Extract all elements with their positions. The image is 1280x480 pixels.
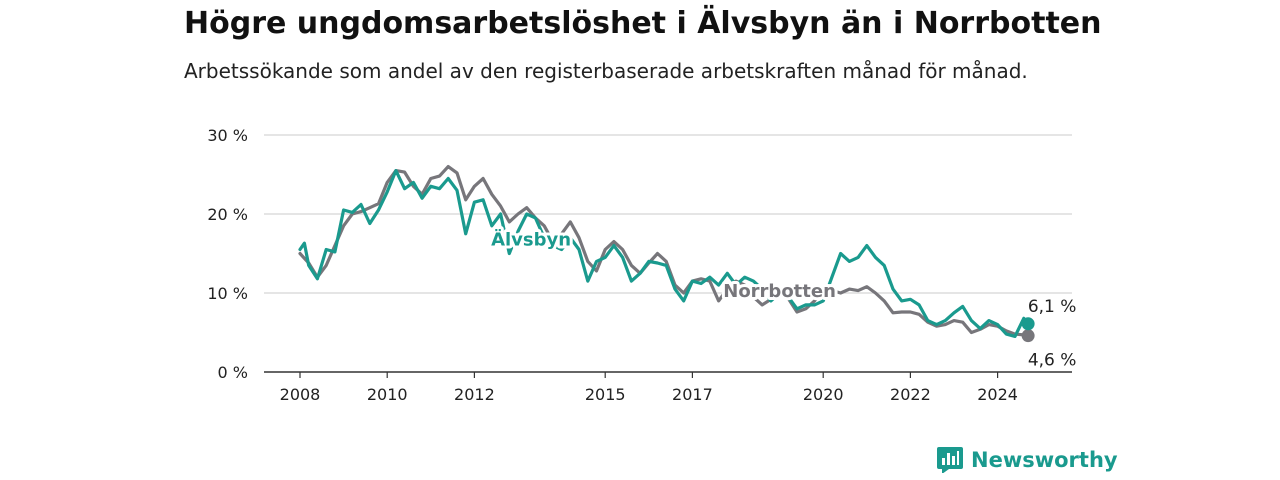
end-value-label: 6,1 % [1028, 297, 1077, 317]
series-label-norrbotten: Norrbotten [723, 281, 836, 302]
series-label-lvsbyn: Älvsbyn [491, 229, 571, 251]
y-tick-label: 10 % [207, 284, 248, 303]
chart-title: Högre ungdomsarbetslöshet i Älvsbyn än i… [184, 6, 1102, 41]
end-value-label: 4,6 % [1028, 351, 1077, 371]
y-tick-label: 30 % [207, 126, 248, 145]
newsworthy-logo: Newsworthy [937, 447, 1118, 473]
newsworthy-logo-icon [937, 447, 963, 473]
x-tick-label: 2022 [890, 385, 931, 404]
series-line-norrbotten [298, 165, 1030, 338]
x-tick-label: 2024 [977, 385, 1018, 404]
x-tick-label: 2010 [367, 385, 408, 404]
x-tick-label: 2017 [672, 385, 713, 404]
chart-subtitle: Arbetssökande som andel av den registerb… [184, 59, 1028, 83]
x-tick-label: 2008 [280, 385, 321, 404]
y-tick-label: 0 % [218, 363, 248, 382]
line-chart: 0 % 10 % 20 % 30 % 2008 2010 2012 2015 2017 2020 2… [207, 126, 1078, 404]
end-point-marker [1021, 329, 1035, 343]
newsworthy-logo-text: Newsworthy [971, 448, 1118, 472]
end-point-marker [1021, 317, 1035, 331]
series-line-lvsbyn [298, 169, 1030, 338]
x-tick-label: 2012 [454, 385, 495, 404]
x-tick-label: 2015 [585, 385, 626, 404]
x-tick-label: 2020 [803, 385, 844, 404]
y-tick-label: 20 % [207, 205, 248, 224]
